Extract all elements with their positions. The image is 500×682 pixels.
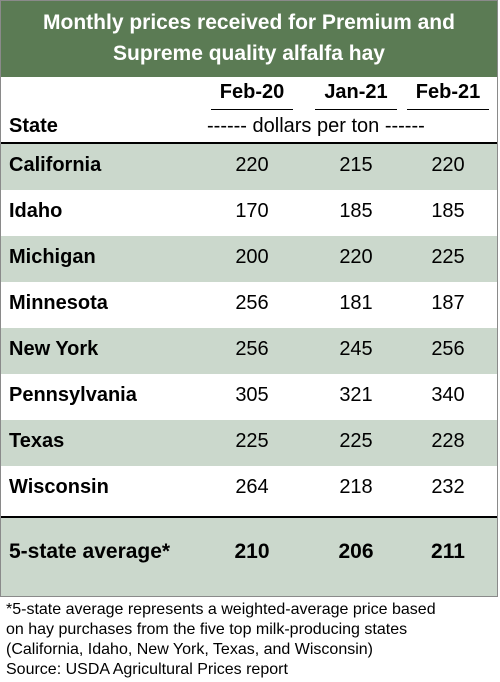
title-line-1: Monthly prices received for Premium and — [43, 11, 455, 34]
price-cell: 232 — [431, 476, 465, 498]
column-header-jan-21: Jan-21 — [324, 81, 388, 103]
column-underline-1 — [211, 109, 293, 110]
footnote-line-1: *5-state average represents a weighted-a… — [6, 601, 436, 618]
state-name: New York — [9, 338, 99, 360]
price-cell: 218 — [339, 476, 373, 498]
state-name: Michigan — [9, 246, 96, 268]
header-divider — [1, 142, 497, 144]
price-cell: 220 — [339, 246, 373, 268]
price-cell: 220 — [235, 154, 269, 176]
footnote-line-4: Source: USDA Agricultural Prices report — [6, 661, 288, 678]
state-name: Wisconsin — [9, 476, 109, 498]
price-cell: 245 — [339, 338, 373, 360]
footnote: *5-state average represents a weighted-a… — [6, 600, 498, 680]
column-header-feb-21: Feb-21 — [415, 81, 481, 103]
column-underline-3 — [407, 109, 489, 110]
price-cell: 321 — [339, 384, 373, 406]
state-column-label: State — [9, 115, 58, 137]
title-line-2: Supreme quality alfalfa hay — [113, 42, 385, 65]
table-row: Michigan 200 220 225 — [1, 236, 497, 282]
price-cell: 220 — [431, 154, 465, 176]
price-table: Monthly prices received for Premium and … — [0, 0, 498, 597]
price-cell: 187 — [431, 292, 465, 314]
average-cell: 211 — [431, 540, 465, 563]
price-cell: 181 — [339, 292, 373, 314]
column-header: Feb-20 Jan-21 Feb-21 State ------ dollar… — [1, 77, 497, 144]
table-row: Minnesota 256 181 187 — [1, 282, 497, 328]
table-row: Idaho 170 185 185 — [1, 190, 497, 236]
price-cell: 256 — [235, 292, 269, 314]
column-underline-2 — [315, 109, 397, 110]
price-cell: 170 — [235, 200, 269, 222]
price-cell: 185 — [431, 200, 465, 222]
price-cell: 340 — [431, 384, 465, 406]
units-label: ------ dollars per ton ------ — [207, 115, 425, 137]
state-name: Idaho — [9, 200, 63, 222]
average-row: 5-state average* 210 206 211 — [1, 516, 497, 596]
price-cell: 225 — [431, 246, 465, 268]
price-cell: 200 — [235, 246, 269, 268]
table-row: California 220 215 220 — [1, 144, 497, 190]
average-cell: 210 — [234, 540, 270, 563]
price-cell: 215 — [339, 154, 373, 176]
price-cell: 228 — [431, 430, 465, 452]
state-name: Pennsylvania — [9, 384, 137, 406]
state-name: Minnesota — [9, 292, 108, 314]
price-cell: 185 — [339, 200, 373, 222]
footnote-line-3: (California, Idaho, New York, Texas, and… — [6, 641, 373, 658]
price-cell: 256 — [431, 338, 465, 360]
price-cell: 305 — [235, 384, 269, 406]
price-cell: 256 — [235, 338, 269, 360]
state-name: California — [9, 154, 102, 176]
table-row: Wisconsin 264 218 232 — [1, 466, 497, 512]
table-body: California 220 215 220 Idaho 170 185 185… — [1, 144, 497, 512]
table-row: Texas 225 225 228 — [1, 420, 497, 466]
state-name: Texas — [9, 430, 65, 452]
average-label: 5-state average* — [9, 540, 171, 563]
table-title: Monthly prices received for Premium and … — [1, 1, 497, 77]
table-row: New York 256 245 256 — [1, 328, 497, 374]
price-cell: 264 — [235, 476, 269, 498]
price-cell: 225 — [235, 430, 269, 452]
price-cell: 225 — [339, 430, 373, 452]
footnote-line-2: on hay purchases from the five top milk-… — [6, 621, 408, 638]
table-row: Pennsylvania 305 321 340 — [1, 374, 497, 420]
column-header-feb-20: Feb-20 — [219, 81, 285, 103]
average-cell: 206 — [338, 540, 374, 563]
